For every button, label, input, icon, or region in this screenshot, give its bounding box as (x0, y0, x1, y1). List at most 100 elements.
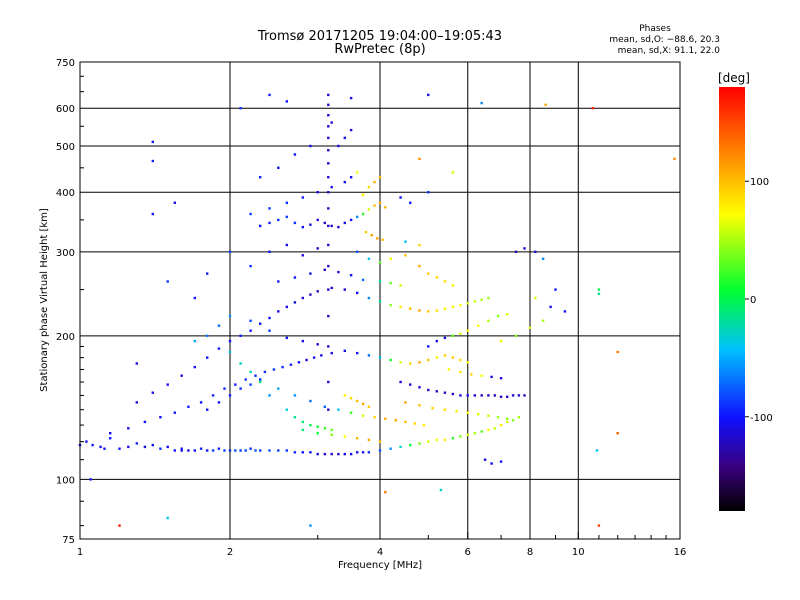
echo-point (673, 157, 676, 160)
echo-point (447, 368, 451, 371)
echo-point (228, 250, 232, 253)
echo-point (506, 395, 509, 398)
echo-point (361, 451, 365, 454)
echo-point (343, 452, 346, 456)
echo-point (327, 136, 330, 140)
echo-point (459, 370, 462, 374)
echo-point (384, 417, 387, 420)
echo-point (349, 452, 353, 456)
echo-point (118, 447, 121, 450)
echo-point (451, 437, 454, 440)
echo-point (499, 423, 503, 427)
echo-point (364, 230, 368, 234)
x-tick-label: 16 (674, 547, 687, 558)
echo-point (404, 401, 407, 404)
echo-point (528, 326, 532, 329)
echo-point (285, 305, 288, 309)
echo-point (249, 370, 252, 374)
x-tick-label: 2 (227, 547, 233, 558)
echo-point (496, 416, 500, 419)
echo-point (309, 293, 312, 296)
echo-point (399, 196, 402, 199)
echo-point (316, 218, 319, 222)
echo-point (466, 361, 469, 364)
echo-point (91, 443, 94, 447)
echo-point (309, 451, 312, 454)
echo-point (277, 218, 280, 222)
echo-point (343, 394, 346, 397)
y-tick-label: 400 (56, 188, 75, 199)
echo-point (473, 300, 476, 303)
echo-point (330, 428, 333, 432)
echo-point (309, 272, 312, 275)
echo-point (381, 238, 384, 241)
echo-point (356, 215, 359, 219)
echo-point (301, 428, 304, 432)
echo-point (435, 390, 438, 393)
echo-point (173, 201, 176, 204)
echo-point (466, 329, 469, 332)
echo-point (349, 218, 353, 222)
colorbar-ticks: 100 0 -100 (745, 177, 773, 424)
echo-point (268, 250, 271, 253)
echo-point (323, 427, 326, 430)
echo-point (343, 180, 346, 184)
echo-point (301, 420, 304, 424)
echo-point (217, 401, 221, 404)
echo-point (534, 250, 537, 253)
echo-point (259, 322, 262, 325)
echo-point (320, 354, 323, 357)
echo-point (384, 206, 387, 209)
echo-point (361, 193, 365, 196)
echo-point (293, 394, 297, 397)
y-axis-label: Stationary phase Virtual Height [km] (39, 208, 50, 392)
echo-point (480, 430, 483, 433)
echo-point (301, 196, 304, 199)
echo-point (277, 310, 280, 313)
echo-point (367, 438, 371, 442)
echo-point (323, 268, 326, 271)
echo-point (301, 451, 304, 454)
echo-point (309, 144, 312, 148)
echo-point (499, 339, 503, 343)
echo-point (327, 380, 330, 384)
echo-point (376, 237, 379, 240)
echo-point (316, 191, 319, 194)
echo-point (490, 462, 493, 465)
colorbar-unit-label: [deg] (718, 71, 750, 85)
echo-point (244, 449, 247, 452)
y-tick-label: 100 (56, 475, 75, 486)
phases-x-line: mean, sd,X: 91.1, 22.0 (618, 46, 721, 56)
echo-point (285, 100, 288, 103)
echo-point (499, 395, 503, 398)
echo-point (506, 417, 509, 420)
echo-point (404, 420, 407, 424)
x-tick-label: 6 (465, 547, 471, 558)
echo-point (409, 383, 412, 386)
echo-point (316, 290, 319, 293)
echo-point (151, 140, 154, 144)
phases-o-line: mean, sd,O: −88.6, 20.3 (609, 35, 720, 45)
echo-point (597, 524, 601, 527)
echo-point (443, 354, 447, 357)
echo-point (330, 452, 333, 456)
echo-point (466, 302, 469, 305)
echo-point (228, 339, 232, 343)
echo-point (109, 437, 112, 440)
echo-point (616, 350, 619, 354)
x-tick-label: 10 (572, 547, 585, 558)
echo-point (473, 394, 476, 397)
echo-point (523, 247, 526, 250)
echo-point (389, 281, 392, 285)
echo-point (323, 452, 326, 456)
echo-point (435, 438, 438, 442)
echo-point (367, 451, 371, 454)
echo-point (399, 445, 402, 449)
echo-point (312, 356, 316, 359)
echo-point (418, 243, 421, 247)
echo-point (293, 416, 297, 419)
echo-point (135, 442, 138, 445)
echo-point (459, 394, 462, 397)
echo-point (418, 442, 421, 445)
echo-point (301, 296, 304, 300)
